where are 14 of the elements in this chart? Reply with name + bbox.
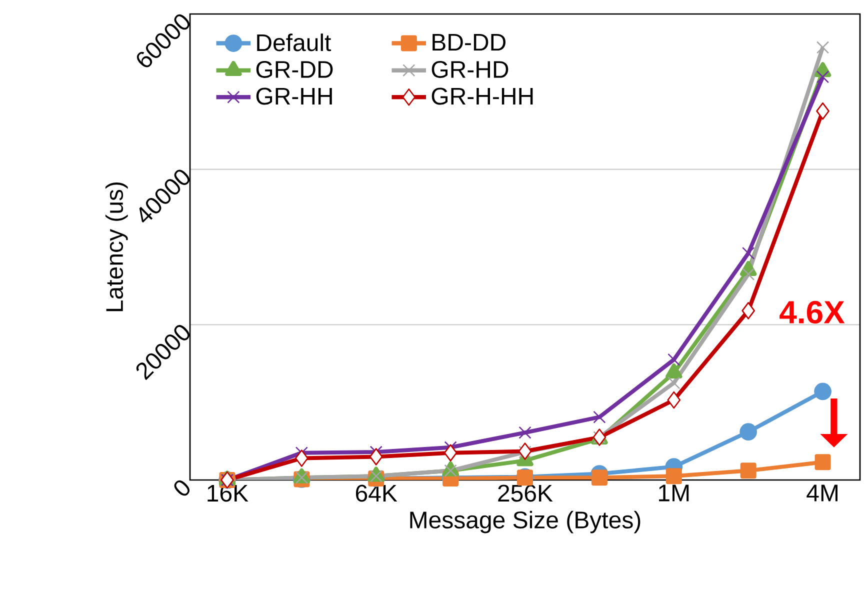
- legend-label: GR-HH: [256, 88, 332, 105]
- legend-label: GR-DD: [256, 60, 333, 78]
- legend-label: GR-H-HH: [432, 88, 533, 105]
- x-tick-label: 64K: [356, 484, 398, 502]
- legend-label: Default: [257, 34, 332, 52]
- legend-label: BD-DD: [432, 34, 506, 51]
- x-tick-label: 256K: [498, 484, 553, 502]
- annotation: 4.6X: [780, 300, 845, 324]
- x-tick-label: 4M: [806, 484, 838, 502]
- x-tick-label: 1M: [659, 484, 689, 502]
- y-axis-title: Latency (us): [105, 182, 128, 312]
- y-tick-label: 0: [174, 480, 190, 496]
- x-axis-title: Message Size (Bytes): [410, 510, 640, 534]
- legend-label: GR-HD: [432, 60, 508, 78]
